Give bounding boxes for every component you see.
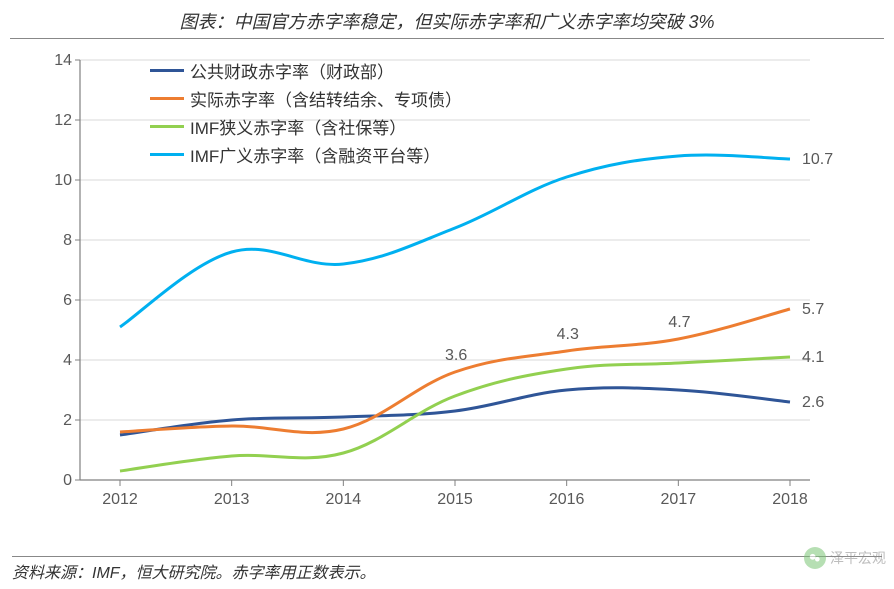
point-label: 4.3 — [557, 326, 579, 343]
point-label: 3.6 — [445, 347, 467, 364]
svg-text:2016: 2016 — [549, 491, 585, 508]
series-line — [120, 155, 790, 327]
svg-text:2013: 2013 — [214, 491, 250, 508]
svg-text:6: 6 — [63, 292, 72, 309]
series-line — [120, 357, 790, 471]
svg-text:2012: 2012 — [102, 491, 138, 508]
svg-text:2015: 2015 — [437, 491, 473, 508]
point-label: 4.7 — [668, 314, 690, 331]
legend-label: 实际赤字率（含结转结余、专项债） — [190, 86, 462, 111]
watermark-text: 泽平宏观 — [830, 548, 886, 568]
legend-swatch — [150, 69, 184, 72]
watermark: 泽平宏观 — [804, 547, 886, 569]
end-label: 5.7 — [802, 301, 824, 318]
svg-text:2014: 2014 — [326, 491, 362, 508]
source-note: 资料来源：IMF，恒大研究院。赤字率用正数表示。 — [12, 556, 882, 583]
legend-label: IMF广义赤字率（含融资平台等） — [190, 142, 440, 167]
end-label: 4.1 — [802, 349, 824, 366]
chart-title: 图表：中国官方赤字率稳定，但实际赤字率和广义赤字率均突破 3% — [10, 0, 884, 39]
legend-item: 实际赤字率（含结转结余、专项债） — [150, 84, 462, 112]
end-label: 2.6 — [802, 394, 824, 411]
svg-text:8: 8 — [63, 232, 72, 249]
svg-text:2017: 2017 — [661, 491, 697, 508]
svg-text:2: 2 — [63, 412, 72, 429]
legend-item: IMF狭义赤字率（含社保等） — [150, 112, 462, 140]
legend-swatch — [150, 125, 184, 128]
svg-text:12: 12 — [54, 112, 72, 129]
legend-label: IMF狭义赤字率（含社保等） — [190, 114, 406, 139]
svg-text:0: 0 — [63, 472, 72, 489]
svg-text:14: 14 — [54, 52, 72, 69]
svg-text:4: 4 — [63, 352, 72, 369]
legend-item: IMF广义赤字率（含融资平台等） — [150, 140, 462, 168]
legend-item: 公共财政赤字率（财政部） — [150, 56, 462, 84]
end-label: 10.7 — [802, 151, 833, 168]
legend-swatch — [150, 153, 184, 156]
legend: 公共财政赤字率（财政部） 实际赤字率（含结转结余、专项债） IMF狭义赤字率（含社保… — [150, 56, 462, 168]
legend-label: 公共财政赤字率（财政部） — [190, 58, 394, 83]
svg-text:2018: 2018 — [772, 491, 808, 508]
wechat-icon — [804, 547, 826, 569]
svg-text:10: 10 — [54, 172, 72, 189]
legend-swatch — [150, 97, 184, 100]
